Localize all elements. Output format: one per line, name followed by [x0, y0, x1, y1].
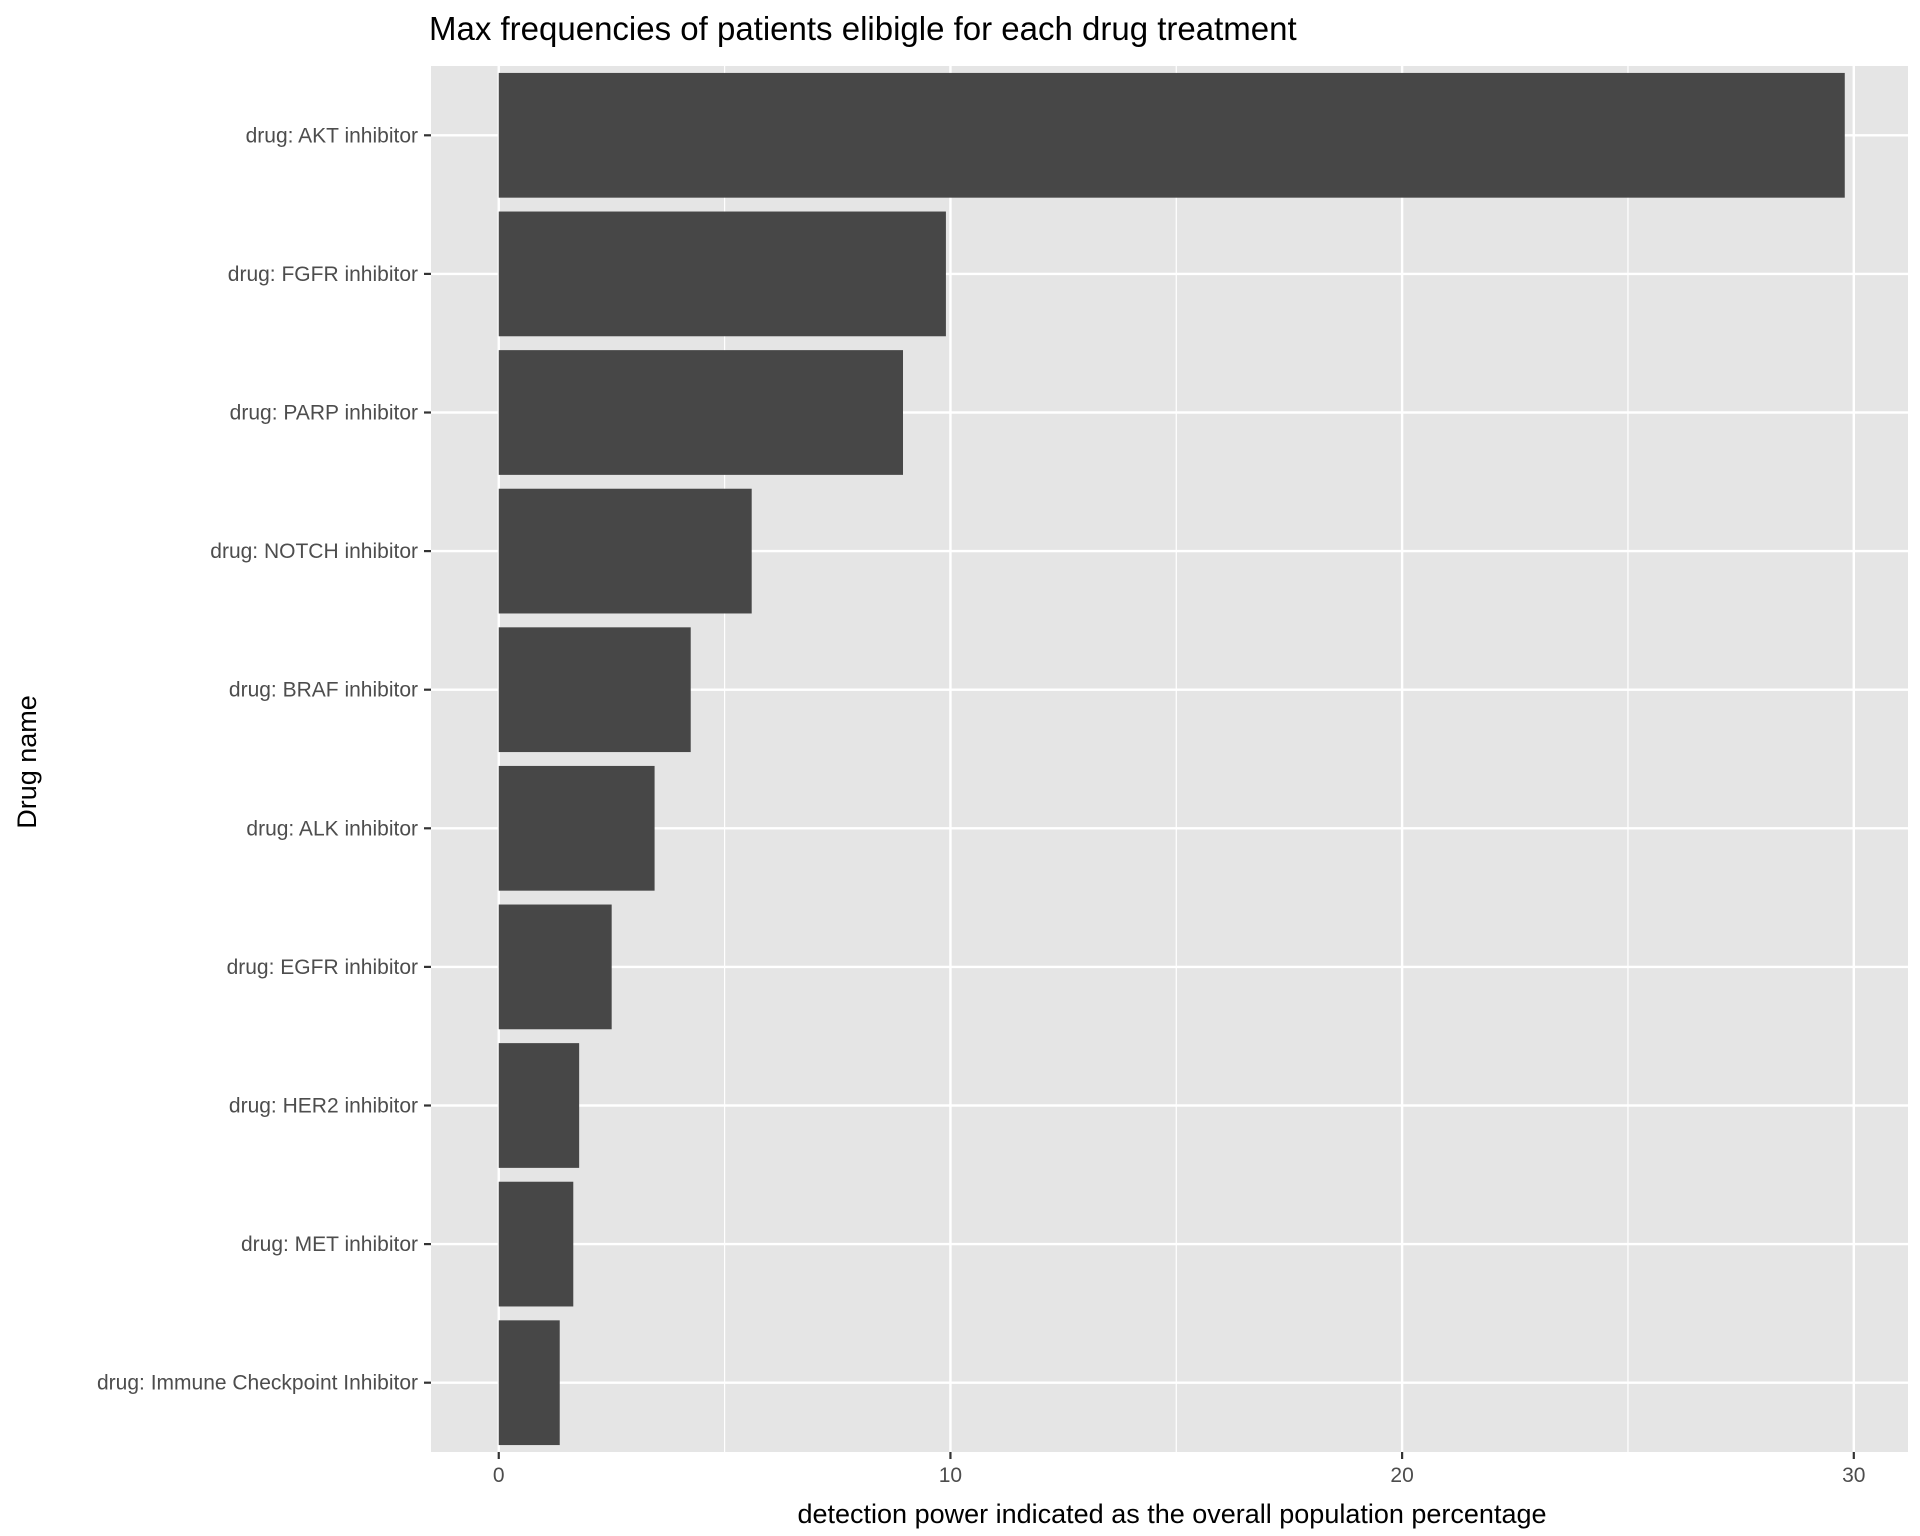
x-tick-label: 30	[1842, 1464, 1865, 1487]
y-axis: drug: AKT inhibitor drug: FGFR inhibitor d…	[97, 124, 431, 1395]
bar	[498, 1043, 580, 1168]
y-tick-label: drug: Immune Checkpoint Inhibitor	[97, 1372, 418, 1395]
x-axis: 0 10 20 30	[493, 1452, 1865, 1487]
bar	[498, 211, 946, 337]
y-tick-label: drug: PARP inhibitor	[230, 402, 418, 425]
bar	[498, 765, 655, 891]
y-tick-label: drug: AKT inhibitor	[246, 124, 418, 147]
bar	[498, 627, 691, 753]
bar	[498, 904, 612, 1030]
y-axis-title: Drug name	[12, 695, 42, 829]
chart-title: Max frequencies of patients elibigle for…	[429, 10, 1297, 47]
bar	[498, 72, 1845, 198]
y-tick-label: drug: EGFR inhibitor	[227, 956, 418, 979]
y-tick-label: drug: BRAF inhibitor	[229, 679, 418, 702]
bar	[498, 488, 752, 614]
y-tick-label: drug: FGFR inhibitor	[228, 263, 418, 286]
y-tick-label: drug: HER2 inhibitor	[229, 1095, 418, 1118]
bar	[498, 350, 904, 475]
bars	[498, 72, 1845, 1446]
bar	[498, 1181, 574, 1307]
y-tick-label: drug: ALK inhibitor	[246, 817, 418, 840]
x-axis-title: detection power indicated as the overall…	[797, 1499, 1546, 1529]
y-tick-label: drug: MET inhibitor	[241, 1233, 418, 1256]
bar	[498, 1320, 560, 1446]
y-tick-label: drug: NOTCH inhibitor	[210, 540, 418, 563]
x-tick-label: 0	[493, 1464, 505, 1487]
x-tick-label: 20	[1390, 1464, 1413, 1487]
x-tick-label: 10	[939, 1464, 962, 1487]
